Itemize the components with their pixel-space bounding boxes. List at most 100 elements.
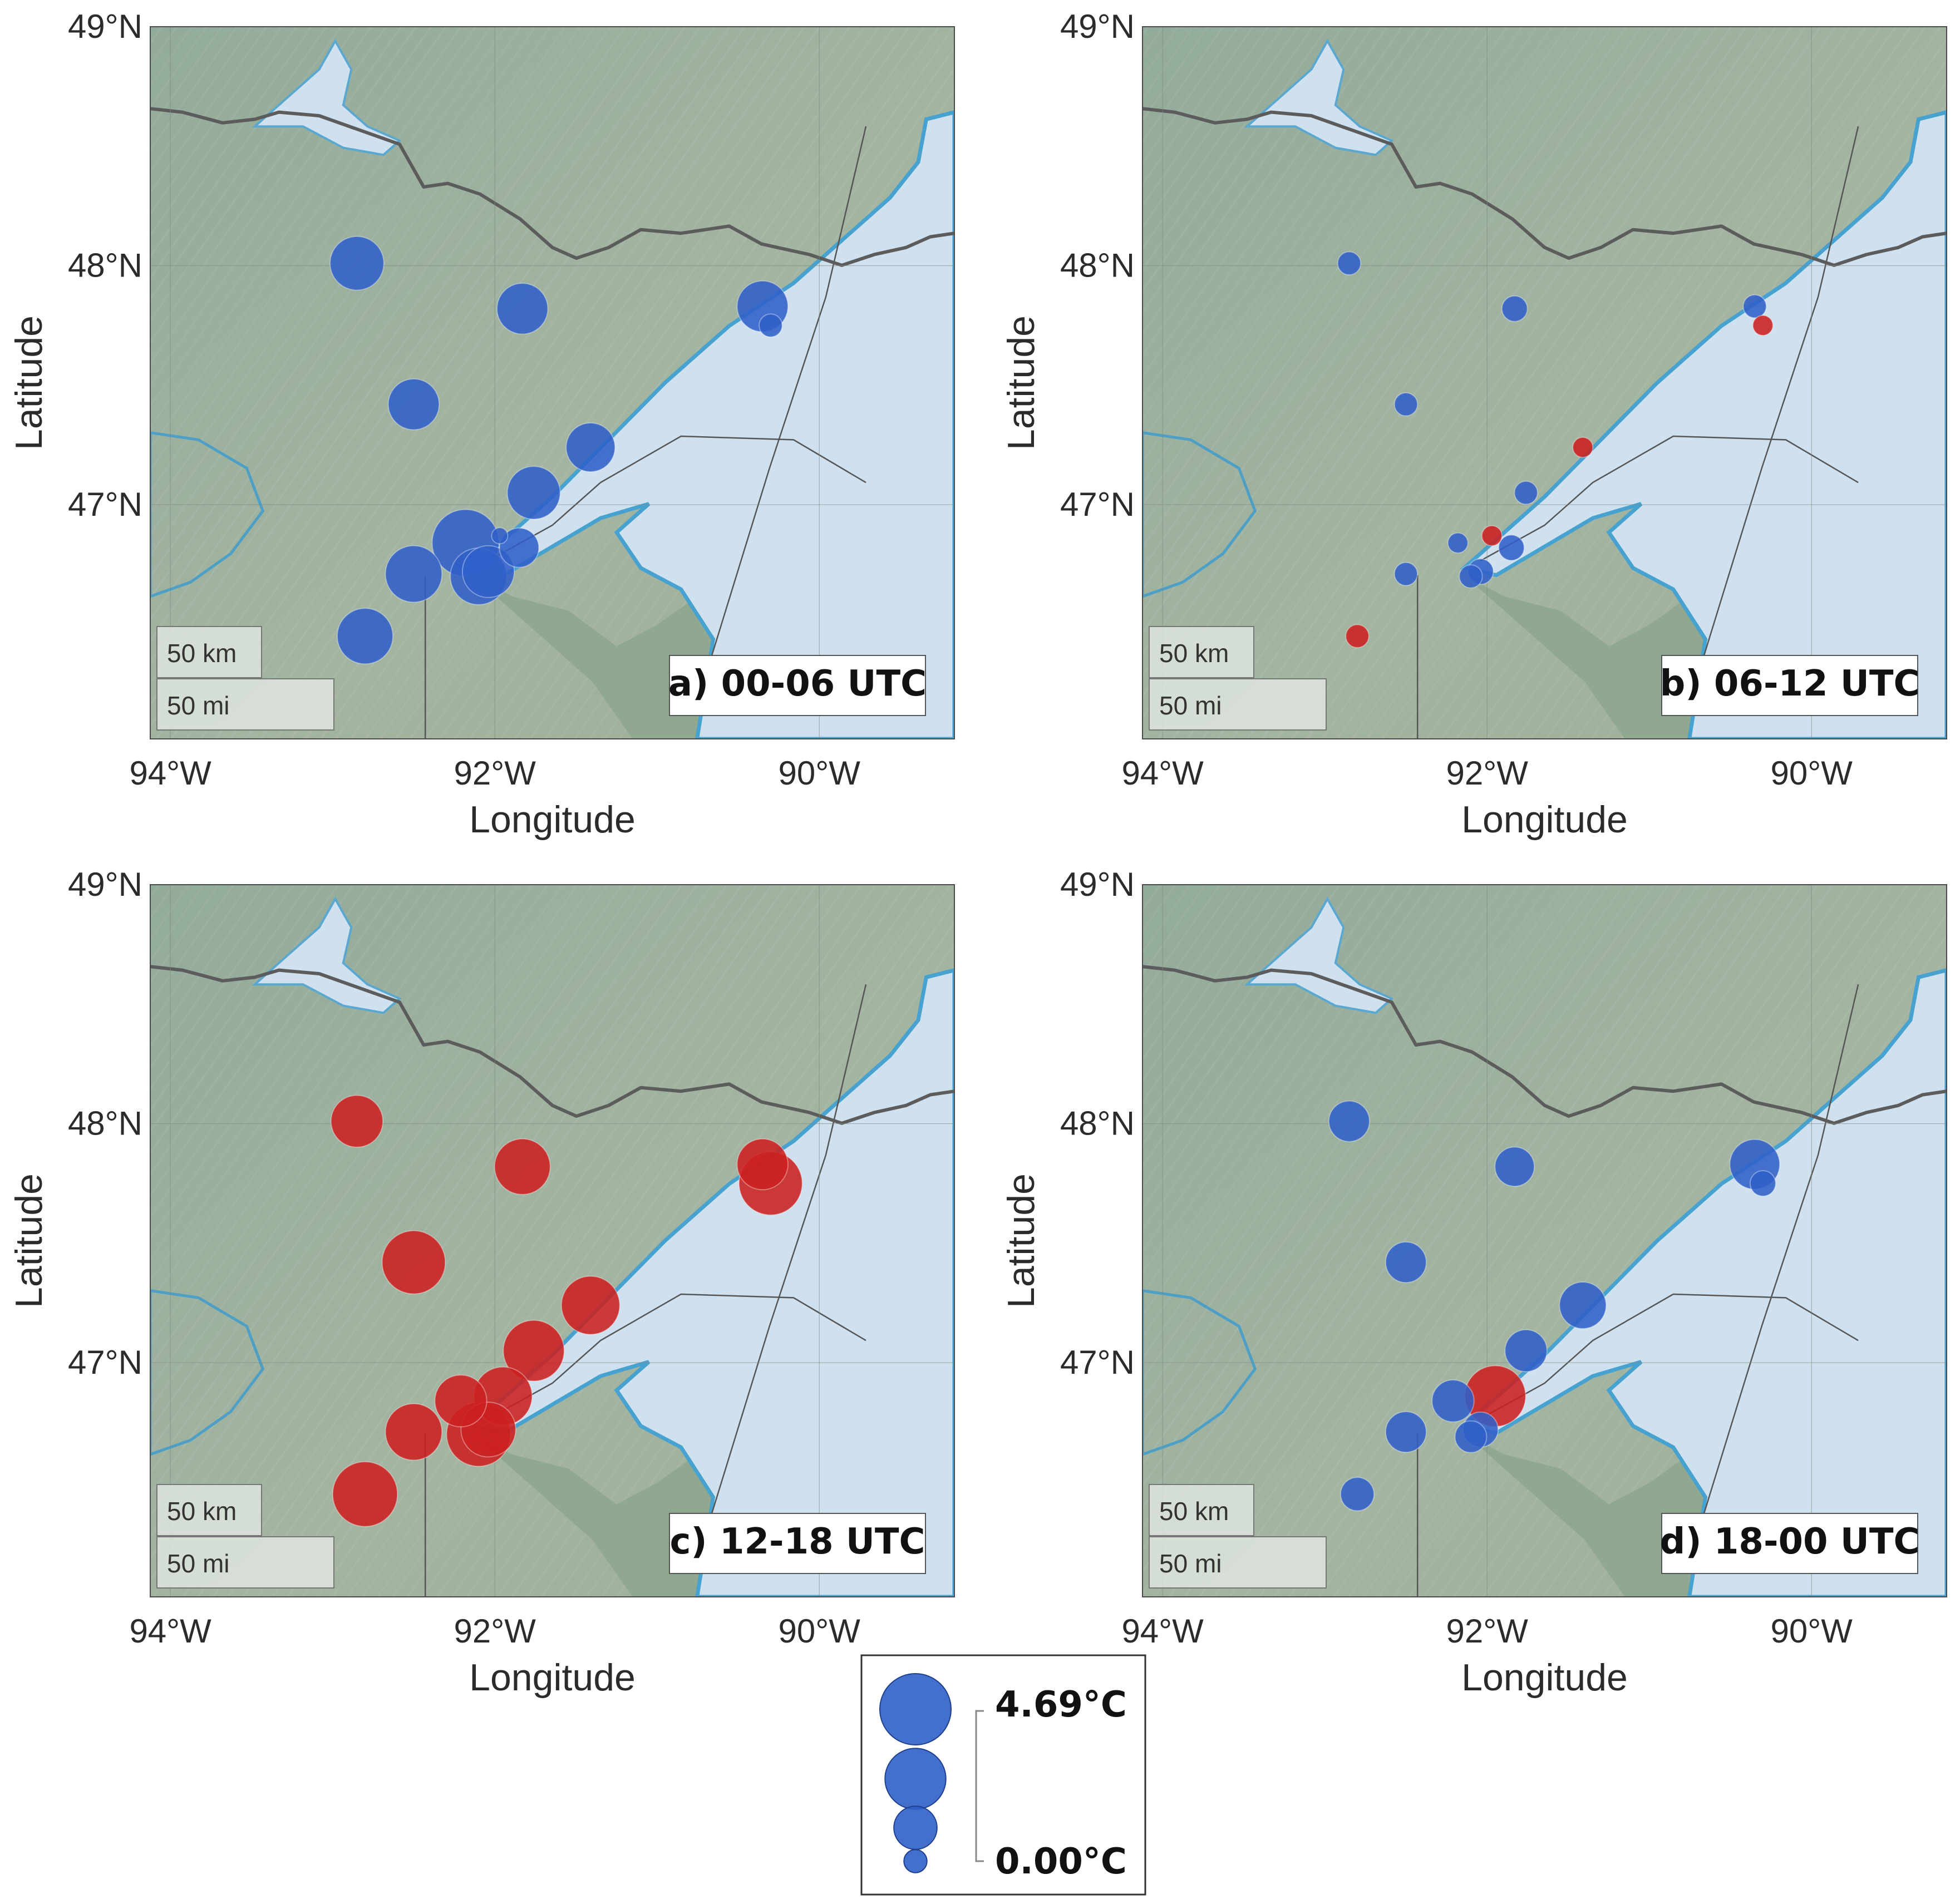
x-tick-label: 94°W bbox=[129, 1612, 211, 1650]
y-tick-label: 49°N bbox=[68, 866, 142, 903]
y-tick-label: 47°N bbox=[1060, 1344, 1135, 1381]
lake-superior bbox=[1460, 110, 1947, 739]
size-legend: 4.69°C 0.00°C bbox=[860, 1654, 1146, 1896]
y-tick-label: 47°N bbox=[1060, 486, 1135, 523]
x-axis-title: Longitude bbox=[1461, 1656, 1628, 1699]
scale-bar-km-box bbox=[1149, 1484, 1254, 1536]
x-tick-label: 92°W bbox=[1446, 754, 1528, 792]
station-marker bbox=[494, 1138, 551, 1195]
basemap bbox=[150, 885, 954, 1597]
scale-bar-mi-box bbox=[1149, 678, 1327, 731]
station-marker bbox=[1393, 392, 1419, 417]
y-tick-label: 49°N bbox=[1060, 8, 1135, 45]
y-axis-title: Latitude bbox=[1000, 1173, 1042, 1308]
y-axis-title: Latitude bbox=[1000, 315, 1042, 450]
station-marker bbox=[1385, 1411, 1427, 1453]
y-axis-title: Latitude bbox=[8, 1173, 50, 1308]
international-border bbox=[150, 965, 954, 1125]
lake-superior bbox=[1460, 968, 1947, 1597]
station-marker bbox=[1340, 1477, 1375, 1512]
y-tick-label: 48°N bbox=[68, 1105, 142, 1142]
legend-size-sample bbox=[879, 1673, 952, 1745]
x-tick-label: 92°W bbox=[1446, 1612, 1528, 1650]
western-river-outline bbox=[1142, 431, 1257, 598]
x-tick-label: 94°W bbox=[129, 754, 211, 792]
international-border bbox=[150, 107, 954, 267]
station-marker bbox=[332, 1461, 398, 1527]
station-marker bbox=[329, 235, 385, 291]
basemap bbox=[1142, 885, 1947, 1597]
station-marker bbox=[503, 1319, 565, 1382]
station-marker bbox=[491, 527, 509, 545]
panel-title-box bbox=[669, 655, 926, 716]
scale-bar: 50 km 50 mi bbox=[1149, 626, 1327, 731]
plot-frame bbox=[1142, 884, 1947, 1597]
station-marker bbox=[1385, 1241, 1427, 1284]
station-marker bbox=[1431, 1379, 1475, 1423]
scale-bar-km-label: 50 km bbox=[167, 1497, 237, 1526]
scale-bar: 50 km 50 mi bbox=[1149, 1484, 1327, 1589]
station-marker bbox=[1328, 1100, 1370, 1142]
station-marker bbox=[1454, 1420, 1488, 1453]
scale-bar: 50 km 50 mi bbox=[156, 1484, 334, 1589]
legend-range-bracket bbox=[975, 1710, 984, 1862]
lake-boundary-line bbox=[696, 984, 867, 1562]
northern-lake bbox=[252, 896, 402, 1014]
y-tick-label: 47°N bbox=[68, 486, 142, 523]
lake-boundary-line bbox=[487, 435, 866, 562]
lake-superior bbox=[467, 110, 954, 739]
scale-bar-mi-box bbox=[1149, 1536, 1327, 1589]
panel-title-box bbox=[1661, 1513, 1918, 1574]
scale-bar-mi-label: 50 mi bbox=[167, 1549, 229, 1578]
lake-boundary-line bbox=[696, 126, 867, 704]
station-marker bbox=[1504, 1329, 1548, 1373]
station-marker bbox=[565, 422, 616, 472]
lake-boundary-line bbox=[1480, 1293, 1859, 1420]
lake-boundary-line bbox=[1688, 126, 1859, 704]
basemap bbox=[1142, 27, 1947, 739]
scale-bar-mi-box bbox=[156, 678, 334, 731]
station-marker bbox=[381, 1230, 446, 1295]
panel-title-box bbox=[1661, 655, 1918, 716]
lake-boundary-line bbox=[487, 1293, 866, 1420]
legend-size-sample bbox=[893, 1806, 938, 1850]
station-marker bbox=[1742, 294, 1767, 319]
map-panel: 50 km 50 mi b) 06-12 UTC 94°W 92°W 90°W 49°N 48… bbox=[1000, 8, 1947, 841]
station-marker bbox=[1559, 1281, 1607, 1329]
lake-superior bbox=[467, 968, 954, 1597]
x-axis-title: Longitude bbox=[469, 798, 636, 841]
station-marker bbox=[496, 283, 549, 335]
basemap bbox=[150, 27, 954, 739]
map-panel: 50 km 50 mi c) 12-18 UTC 94°W 92°W 90°W 49°N 48… bbox=[8, 866, 955, 1699]
scale-bar-km-box bbox=[156, 626, 262, 678]
western-river-outline bbox=[150, 1289, 265, 1456]
y-axis-title: Latitude bbox=[8, 315, 50, 450]
x-tick-label: 90°W bbox=[1771, 1612, 1853, 1650]
panel-title: d) 18-00 UTC bbox=[1660, 1521, 1920, 1562]
panel-title: a) 00-06 UTC bbox=[668, 663, 927, 704]
station-marker bbox=[1501, 295, 1528, 322]
map-panel: 50 km 50 mi d) 18-00 UTC 94°W 92°W 90°W 49°N 48… bbox=[1000, 866, 1947, 1699]
station-marker bbox=[385, 1403, 443, 1461]
scale-bar-mi-label: 50 mi bbox=[167, 691, 229, 720]
scale-bar-km-box bbox=[156, 1484, 262, 1536]
panel-title-box bbox=[669, 1513, 926, 1574]
x-tick-label: 94°W bbox=[1121, 754, 1204, 792]
plot-frame bbox=[1142, 26, 1947, 739]
x-axis-title: Longitude bbox=[1461, 798, 1628, 841]
legend-size-sample bbox=[903, 1849, 928, 1873]
lake-boundary-line bbox=[1688, 984, 1859, 1562]
station-marker bbox=[759, 313, 783, 338]
lake-boundary-line bbox=[1480, 435, 1859, 562]
station-marker bbox=[560, 1275, 620, 1335]
international-border bbox=[1142, 965, 1947, 1125]
scale-bar-mi-box bbox=[156, 1536, 334, 1589]
y-tick-label: 48°N bbox=[68, 247, 142, 284]
scale-bar-km-label: 50 km bbox=[1159, 639, 1229, 668]
station-marker bbox=[736, 1138, 789, 1191]
station-marker bbox=[434, 1374, 487, 1428]
station-marker bbox=[337, 608, 393, 665]
station-marker bbox=[1345, 624, 1370, 649]
x-tick-label: 92°W bbox=[454, 1612, 536, 1650]
